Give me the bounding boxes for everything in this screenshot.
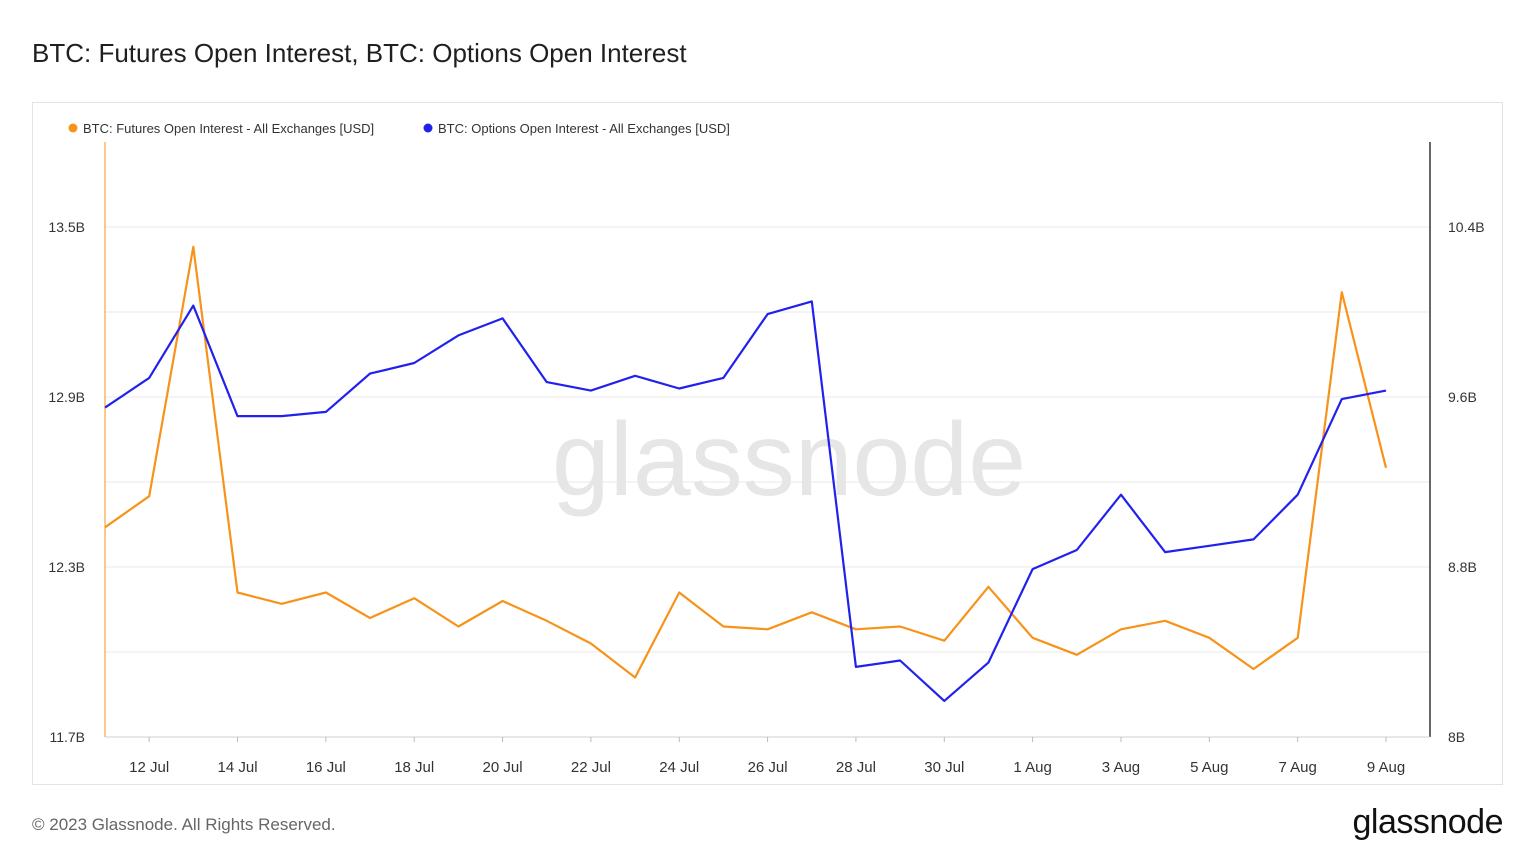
x-tick-label: 22 Jul [571,759,611,776]
x-tick-label: 20 Jul [483,759,523,776]
y-left-tick-label: 12.9B [48,389,85,405]
y-left-tick-label: 11.7B [49,729,85,745]
y-right-tick-label: 9.6B [1448,389,1477,405]
x-tick-label: 16 Jul [306,759,346,776]
chart-title: BTC: Futures Open Interest, BTC: Options… [32,38,687,68]
legend-marker [423,123,433,133]
x-tick-label: 1 Aug [1013,759,1051,776]
series-lines [104,245,1388,703]
line-chart: glassnode 11.7B 12.3B 12.9B 13.5B 8B 8.8B 9.6B… [48,121,1484,776]
x-tick-label: 14 Jul [218,759,258,776]
y-right-tick-label: 8B [1448,729,1465,745]
x-tick-label: 9 Aug [1367,759,1405,776]
legend[interactable]: BTC: Futures Open Interest - All Exchang… [68,121,730,136]
x-tick-label: 5 Aug [1190,759,1228,776]
x-tick-label: 28 Jul [836,759,876,776]
options-series-line[interactable] [104,300,1387,703]
x-tick-label: 18 Jul [394,759,434,776]
legend-marker [68,123,78,133]
x-tick-label: 3 Aug [1102,759,1140,776]
copyright-text: © 2023 Glassnode. All Rights Reserved. [32,815,336,834]
watermark-text: glassnode [552,402,1026,518]
futures-series-line[interactable] [104,245,1388,679]
grid [105,226,1430,653]
y-right-tick-label: 8.8B [1448,559,1477,575]
brand-logo: glassnode [1352,803,1503,841]
x-tick-label: 24 Jul [659,759,699,776]
y-left-tick-label: 13.5B [48,219,85,235]
x-tick-label: 30 Jul [924,759,964,776]
legend-item-options[interactable]: BTC: Options Open Interest - All Exchang… [438,121,730,136]
x-tick-label: 7 Aug [1278,759,1316,776]
chart-panel: glassnode 11.7B 12.3B 12.9B 13.5B 8B 8.8B 9.6B… [32,102,1503,785]
y-left-tick-label: 12.3B [48,559,85,575]
x-tick-label: 12 Jul [129,759,169,776]
y-right-tick-label: 10.4B [1448,219,1485,235]
x-tick-label: 26 Jul [748,759,788,776]
tick-labels: 11.7B 12.3B 12.9B 13.5B 8B 8.8B 9.6B 10.4B 12 Ju… [48,219,1484,776]
legend-item-futures[interactable]: BTC: Futures Open Interest - All Exchang… [83,121,374,136]
